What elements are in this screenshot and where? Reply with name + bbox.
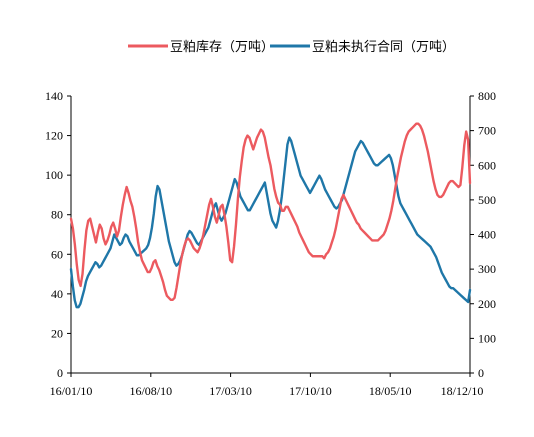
x-tick-label: 18/12/10 xyxy=(441,384,484,398)
y-right-tick-label: 500 xyxy=(478,193,496,207)
y-right-tick-label: 400 xyxy=(478,228,496,242)
x-tick-label: 17/10/10 xyxy=(289,384,332,398)
axes: 0 20 40 60 80 100 120 140 0 100 200 300 400 500 600 700… xyxy=(45,89,496,398)
legend-label-inventory: 豆粕库存（万吨） xyxy=(170,39,274,55)
y-right-tick-label: 800 xyxy=(478,89,496,103)
y-right-tick-label: 600 xyxy=(478,158,496,172)
y-left-tick-label: 100 xyxy=(45,168,63,182)
x-tick-label: 18/05/10 xyxy=(369,384,412,398)
x-tick-label: 16/08/10 xyxy=(129,384,172,398)
y-left-tick-label: 140 xyxy=(45,89,63,103)
y-left-tick-label: 20 xyxy=(51,326,63,340)
y-right-tick-label: 300 xyxy=(478,262,496,276)
legend: 豆粕库存（万吨） 豆粕未执行合同（万吨） xyxy=(128,39,455,55)
series-line-contracts xyxy=(69,136,472,309)
x-tick-label: 17/03/10 xyxy=(209,384,252,398)
y-right-tick-label: 200 xyxy=(478,297,496,311)
y-left-tick-label: 80 xyxy=(51,208,63,222)
y-right-tick-label: 700 xyxy=(478,124,496,138)
legend-label-contracts: 豆粕未执行合同（万吨） xyxy=(312,40,455,55)
y-right-tick-label: 100 xyxy=(478,331,496,345)
x-tick-label: 16/01/10 xyxy=(50,384,93,398)
y-left-tick-label: 60 xyxy=(51,247,63,261)
y-left-tick-label: 120 xyxy=(45,129,63,143)
series-layer xyxy=(69,122,472,309)
series-line-inventory xyxy=(69,122,472,301)
y-right-tick-label: 0 xyxy=(478,366,484,380)
y-left-tick-label: 40 xyxy=(51,287,63,301)
y-left-tick-label: 0 xyxy=(57,366,63,380)
